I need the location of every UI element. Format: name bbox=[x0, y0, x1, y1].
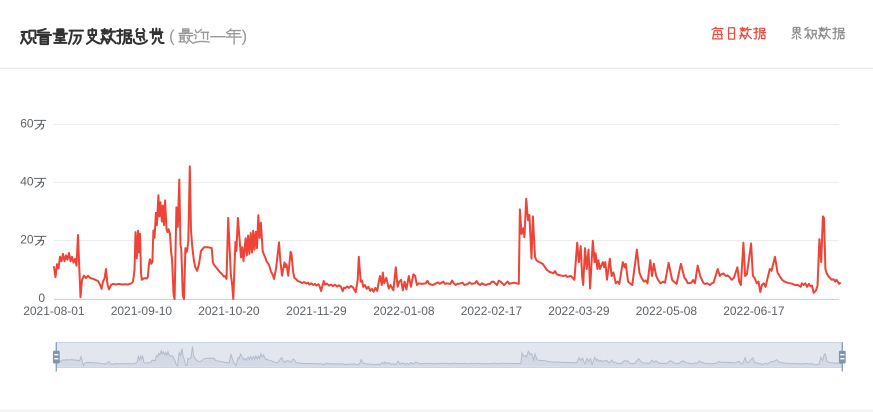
svg-text:20: 20 bbox=[20, 233, 34, 247]
svg-text:2021-11-29: 2021-11-29 bbox=[286, 304, 347, 318]
svg-text:2021-10-20: 2021-10-20 bbox=[198, 304, 260, 318]
svg-text:0: 0 bbox=[38, 291, 45, 305]
svg-text:2021-08-01: 2021-08-01 bbox=[23, 304, 85, 318]
svg-text:60: 60 bbox=[20, 117, 34, 131]
svg-text:2021-09-10: 2021-09-10 bbox=[111, 304, 173, 318]
svg-text:2022-01-08: 2022-01-08 bbox=[373, 304, 435, 318]
svg-text:): ) bbox=[242, 27, 248, 46]
svg-text:2022-03-29: 2022-03-29 bbox=[548, 304, 610, 318]
svg-text:2022-05-08: 2022-05-08 bbox=[636, 304, 698, 318]
svg-text:(: ( bbox=[169, 27, 175, 46]
svg-text:2022-06-17: 2022-06-17 bbox=[723, 304, 785, 318]
svg-text:40: 40 bbox=[20, 175, 34, 189]
svg-text:2022-02-17: 2022-02-17 bbox=[461, 304, 523, 318]
